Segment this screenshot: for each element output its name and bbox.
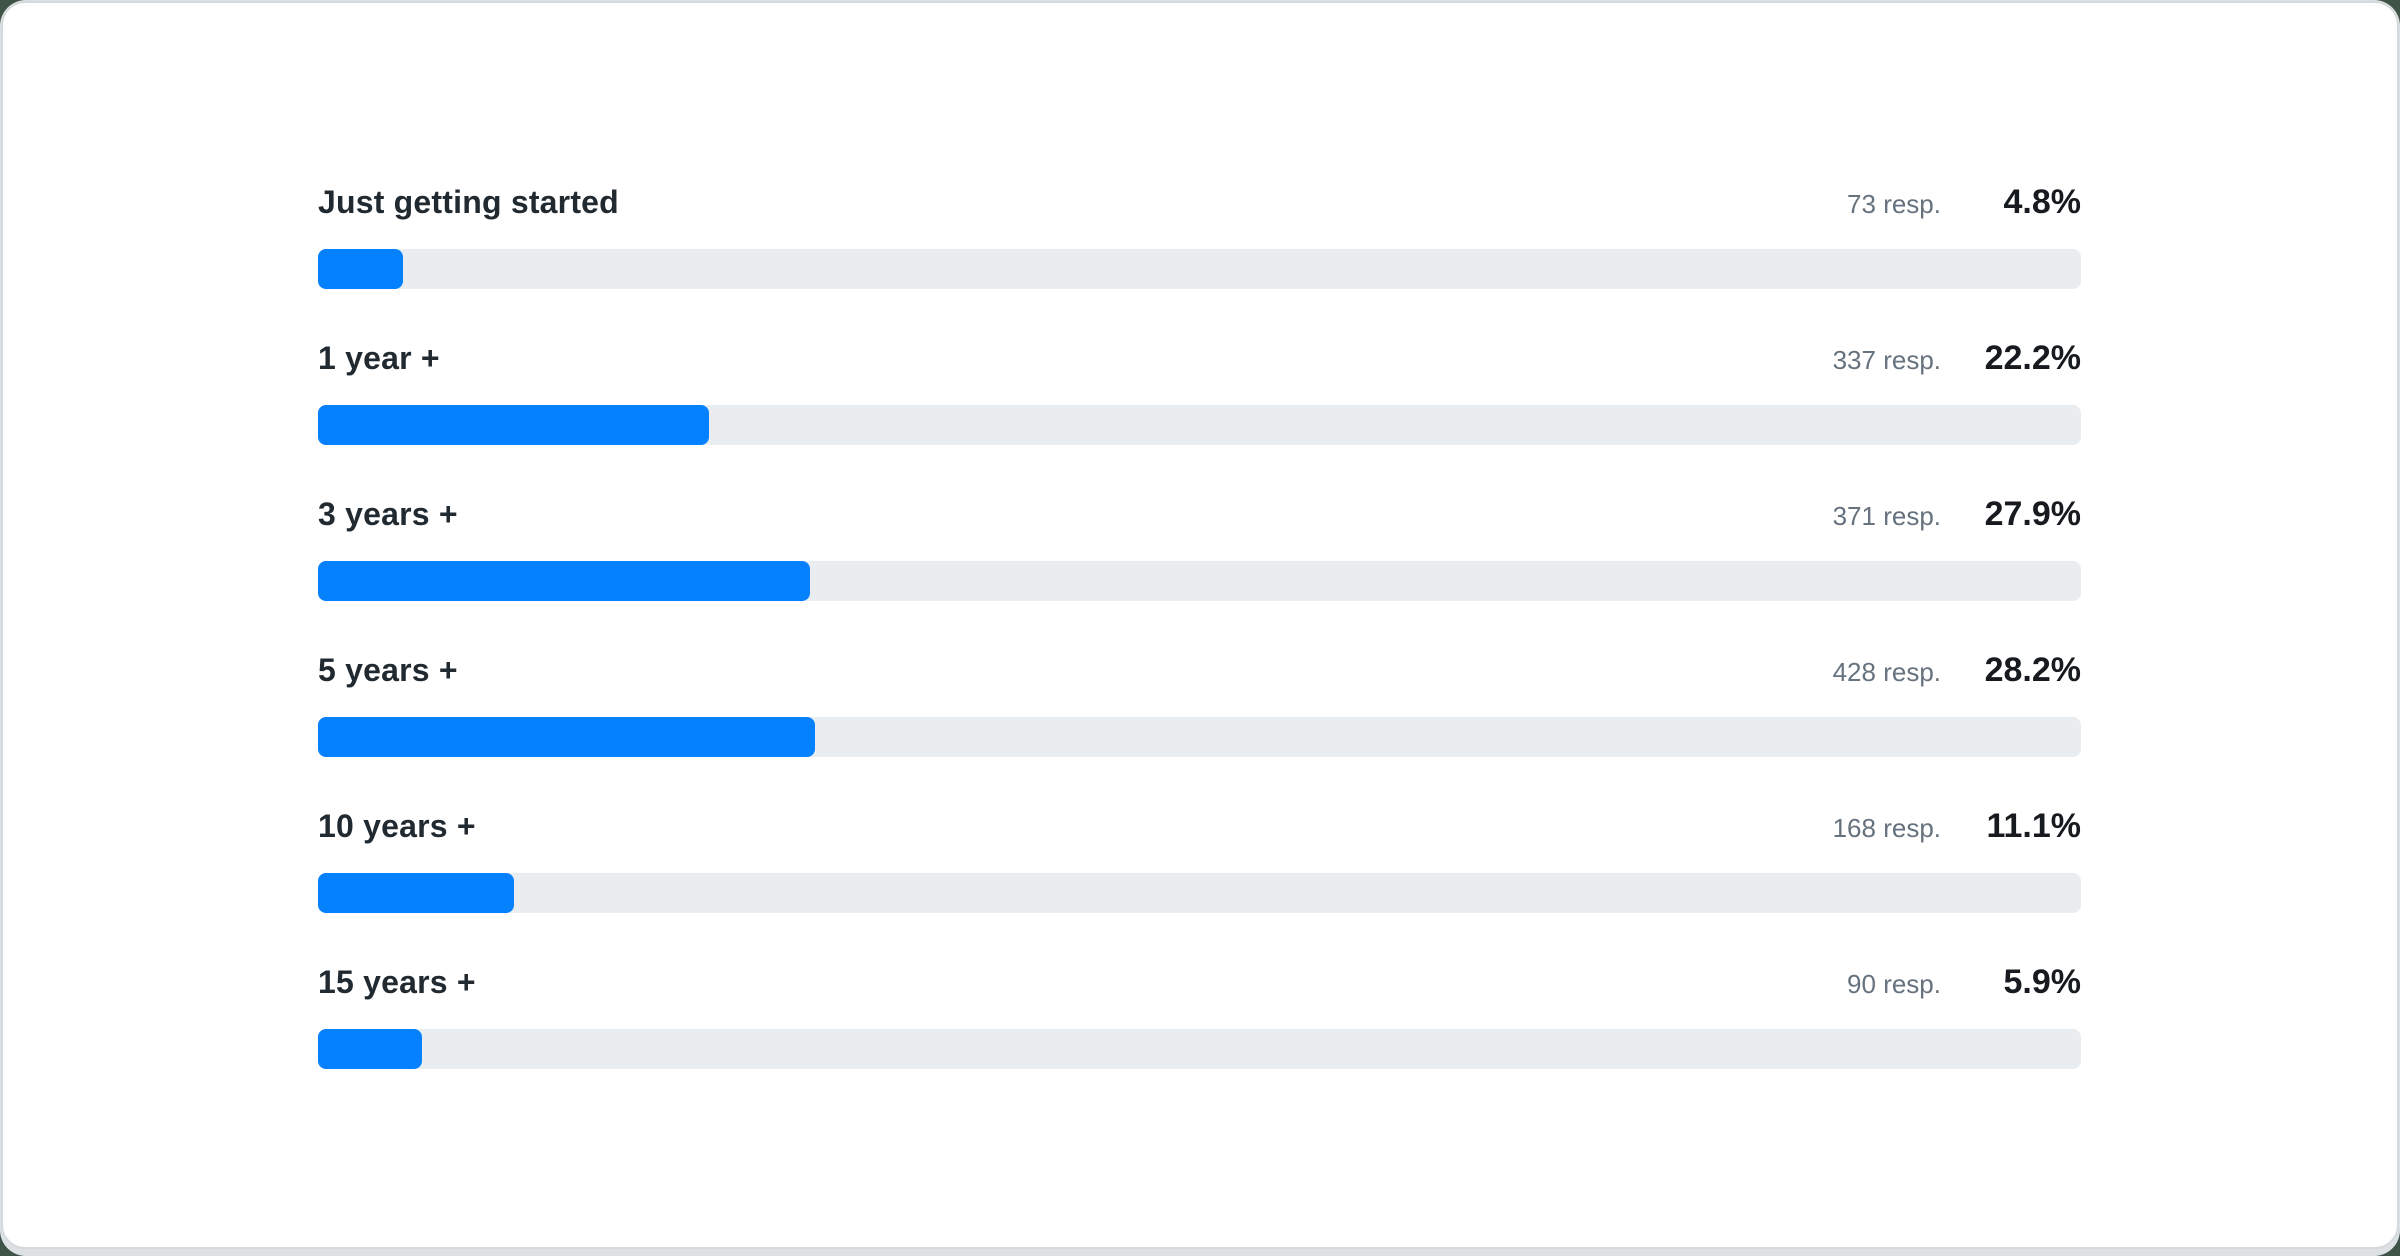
- bar-track: [318, 1029, 2081, 1069]
- bar-track: [318, 873, 2081, 913]
- chart-row: 15 years + 90 resp. 5.9%: [318, 963, 2081, 1069]
- category-label: 1 year +: [318, 340, 440, 376]
- chart-row: 3 years + 371 resp. 27.9%: [318, 495, 2081, 601]
- bar-track: [318, 249, 2081, 289]
- responses-count: 90 resp.: [1847, 969, 1941, 999]
- responses-count: 73 resp.: [1847, 189, 1941, 219]
- bar-track: [318, 561, 2081, 601]
- survey-bar-chart: Just getting started 73 resp. 4.8% 1 yea…: [318, 183, 2081, 1119]
- responses-count: 337 resp.: [1832, 345, 1941, 375]
- bar-fill: [318, 1029, 423, 1069]
- bar-fill: [318, 717, 816, 757]
- responses-count: 428 resp.: [1832, 657, 1941, 687]
- percent-value: 11.1%: [1986, 807, 2081, 845]
- category-label: 3 years +: [318, 496, 458, 532]
- bar-fill: [318, 561, 810, 601]
- responses-count: 168 resp.: [1832, 813, 1941, 843]
- category-label: Just getting started: [318, 184, 619, 220]
- chart-row: 10 years + 168 resp. 11.1%: [318, 807, 2081, 913]
- responses-count: 371 resp.: [1832, 501, 1941, 531]
- percent-value: 27.9%: [1984, 495, 2081, 533]
- bar-fill: [318, 405, 710, 445]
- bar-fill: [318, 249, 403, 289]
- category-label: 5 years +: [318, 652, 458, 688]
- category-label: 15 years +: [318, 964, 476, 1000]
- category-label: 10 years +: [318, 808, 476, 844]
- bar-fill: [318, 873, 514, 913]
- percent-value: 22.2%: [1984, 339, 2081, 377]
- percent-value: 5.9%: [2003, 963, 2082, 1001]
- percent-value: 28.2%: [1984, 651, 2081, 689]
- chart-row: 1 year + 337 resp. 22.2%: [318, 339, 2081, 445]
- chart-row: Just getting started 73 resp. 4.8%: [318, 183, 2081, 289]
- bar-track: [318, 717, 2081, 757]
- bar-track: [318, 405, 2081, 445]
- chart-row: 5 years + 428 resp. 28.2%: [318, 651, 2081, 757]
- percent-value: 4.8%: [2003, 183, 2082, 221]
